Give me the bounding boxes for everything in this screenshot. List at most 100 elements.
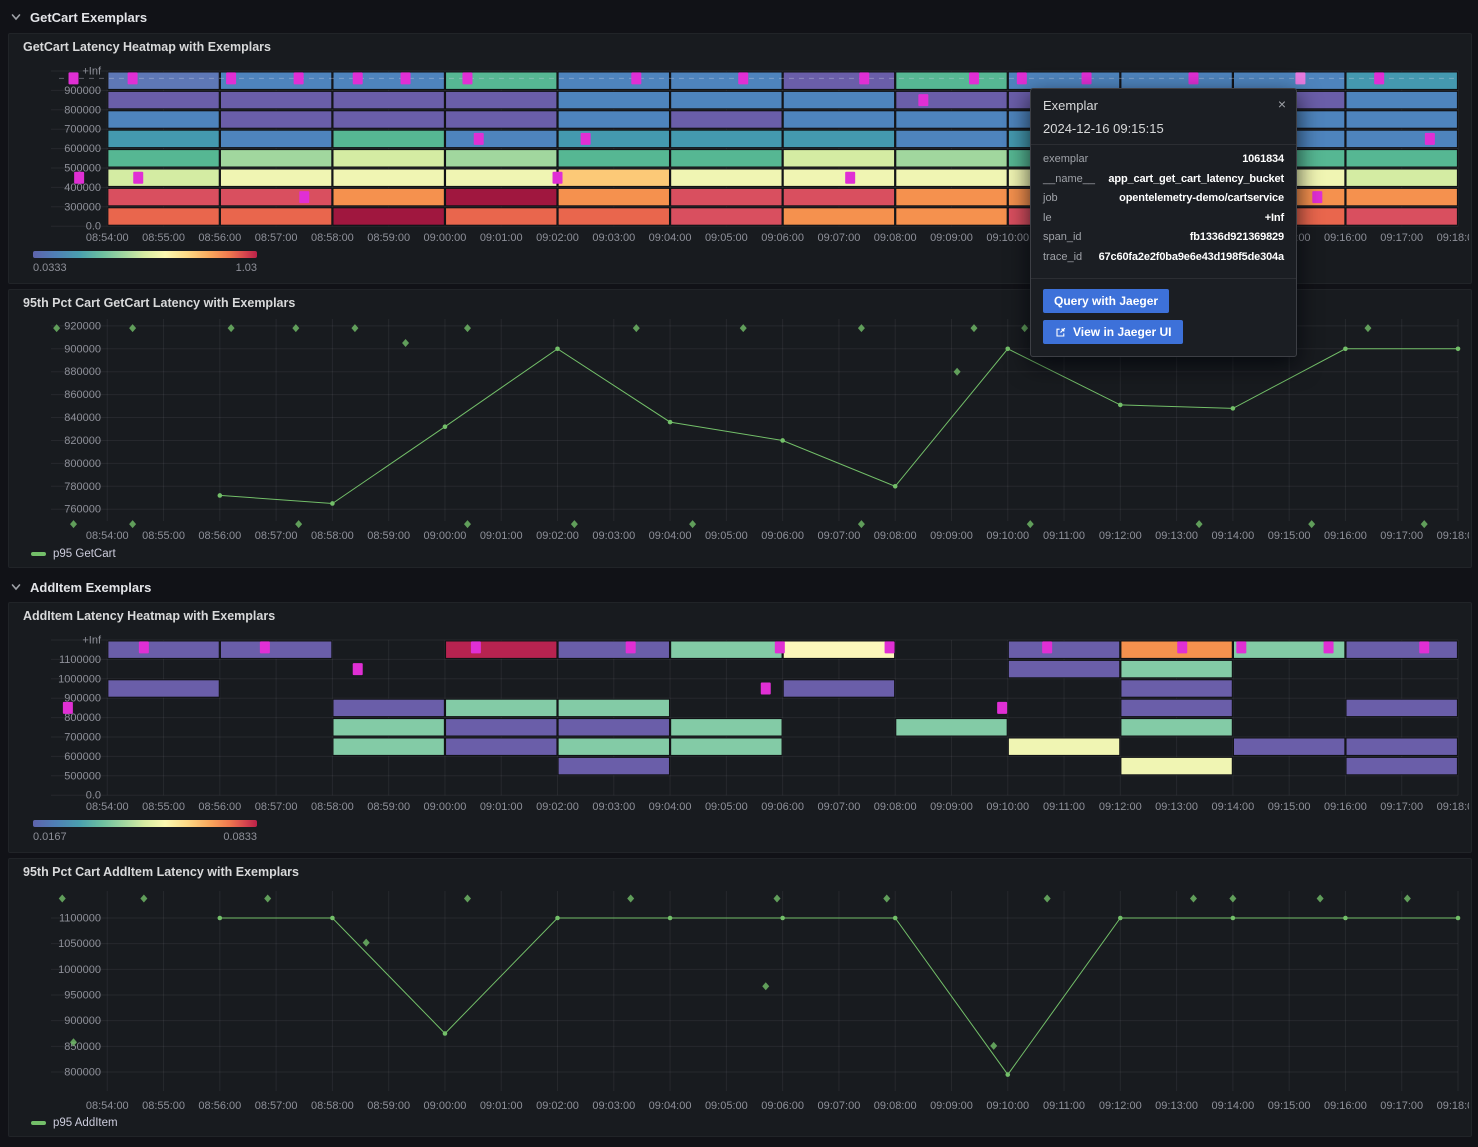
- close-icon[interactable]: ×: [1277, 96, 1286, 112]
- heatmap-cell[interactable]: [332, 737, 445, 756]
- heatmap-cell[interactable]: [557, 640, 670, 659]
- line-point[interactable]: [1005, 346, 1011, 352]
- line-point[interactable]: [780, 438, 785, 443]
- heatmap-cell[interactable]: [107, 71, 220, 90]
- heatmap-cell[interactable]: [107, 207, 220, 226]
- heatmap-cell[interactable]: [557, 698, 670, 718]
- chevron-down-icon[interactable]: [10, 581, 22, 593]
- exemplar-diamond[interactable]: [70, 520, 78, 529]
- heatmap-cell[interactable]: [1345, 207, 1458, 226]
- exemplar-diamond[interactable]: [1043, 894, 1051, 903]
- panel-title[interactable]: 95th Pct Cart AddItem Latency with Exemp…: [23, 865, 300, 879]
- line-point[interactable]: [1118, 402, 1123, 408]
- line-point[interactable]: [330, 501, 335, 506]
- additem-latency-canvas[interactable]: 800000 850000 900000 950000 1000000 1050000 11…: [9, 859, 1469, 1134]
- exemplar-diamond[interactable]: [883, 894, 891, 903]
- heatmap-cell[interactable]: [445, 110, 558, 129]
- heatmap-cell[interactable]: [107, 640, 220, 659]
- heatmap-cell[interactable]: [670, 207, 783, 226]
- exemplar-marker[interactable]: [1042, 641, 1053, 654]
- exemplar-marker[interactable]: [299, 191, 310, 204]
- exemplar-diamond[interactable]: [632, 324, 640, 333]
- heatmap-cell[interactable]: [557, 756, 670, 776]
- heatmap-cell[interactable]: [445, 737, 558, 756]
- heatmap-cell[interactable]: [1120, 718, 1233, 737]
- heatmap-cell[interactable]: [332, 149, 445, 168]
- line-point[interactable]: [667, 419, 673, 425]
- exemplar-diamond[interactable]: [53, 324, 61, 333]
- exemplar-marker[interactable]: [968, 72, 979, 85]
- heatmap-cell[interactable]: [782, 679, 896, 698]
- exemplar-diamond[interactable]: [739, 324, 747, 333]
- exemplar-diamond[interactable]: [1420, 520, 1428, 529]
- heatmap-cell[interactable]: [782, 90, 896, 110]
- line-point[interactable]: [1230, 915, 1236, 921]
- panel-title[interactable]: GetCart Latency Heatmap with Exemplars: [23, 40, 271, 54]
- heatmap-cell[interactable]: [107, 679, 220, 698]
- heatmap-cell[interactable]: [557, 71, 670, 90]
- heatmap-cell[interactable]: [445, 129, 558, 149]
- exemplar-marker[interactable]: [845, 171, 856, 184]
- exemplar-diamond[interactable]: [463, 324, 471, 333]
- heatmap-cell[interactable]: [219, 129, 333, 149]
- line-point[interactable]: [892, 915, 898, 921]
- exemplar-diamond[interactable]: [264, 894, 272, 903]
- exemplar-marker[interactable]: [293, 72, 304, 85]
- heatmap-cell[interactable]: [445, 187, 558, 207]
- heatmap-cell[interactable]: [332, 718, 445, 737]
- view-in-jaeger-button[interactable]: View in Jaeger UI: [1043, 320, 1183, 344]
- heatmap-cell[interactable]: [107, 129, 220, 149]
- line-point[interactable]: [667, 915, 673, 921]
- heatmap-cell[interactable]: [670, 187, 783, 207]
- row-title[interactable]: GetCart Exemplars: [30, 9, 148, 25]
- additem-heatmap-canvas[interactable]: +Inf 1100000 1000000 900000 800000 700000 6000…: [9, 603, 1469, 850]
- exemplar-marker[interactable]: [552, 171, 563, 184]
- line-point[interactable]: [330, 915, 335, 921]
- exemplar-marker[interactable]: [1236, 641, 1247, 654]
- exemplar-diamond[interactable]: [295, 520, 303, 529]
- exemplar-marker[interactable]: [1081, 72, 1092, 85]
- legend-label[interactable]: p95 AddItem: [53, 1117, 118, 1129]
- exemplar-marker[interactable]: [1323, 641, 1334, 654]
- heatmap-cell[interactable]: [332, 110, 445, 129]
- heatmap-cell[interactable]: [670, 129, 783, 149]
- heatmap-cell[interactable]: [557, 149, 670, 168]
- heatmap-cell[interactable]: [1120, 71, 1233, 90]
- exemplar-diamond[interactable]: [292, 324, 300, 333]
- heatmap-cell[interactable]: [557, 90, 670, 110]
- heatmap-cell[interactable]: [332, 71, 445, 90]
- exemplar-marker-selected[interactable]: [1295, 72, 1306, 85]
- exemplar-diamond[interactable]: [1026, 520, 1034, 529]
- heatmap-cell[interactable]: [1345, 90, 1458, 110]
- exemplar-diamond[interactable]: [990, 1041, 998, 1050]
- line-point[interactable]: [1455, 915, 1461, 921]
- exemplar-marker[interactable]: [859, 72, 870, 85]
- exemplar-marker[interactable]: [62, 701, 73, 714]
- heatmap-cell[interactable]: [445, 718, 558, 737]
- exemplar-marker[interactable]: [138, 641, 149, 654]
- exemplar-marker[interactable]: [738, 72, 749, 85]
- row-header-getcart[interactable]: GetCart Exemplars: [10, 6, 147, 28]
- heatmap-cell[interactable]: [782, 149, 896, 168]
- heatmap-cell[interactable]: [219, 168, 333, 187]
- line-point[interactable]: [442, 1031, 448, 1036]
- heatmap-cell[interactable]: [1007, 737, 1121, 756]
- exemplar-diamond[interactable]: [857, 324, 865, 333]
- heatmap-cell[interactable]: [1345, 756, 1458, 776]
- heatmap-cell[interactable]: [219, 71, 333, 90]
- exemplar-diamond[interactable]: [857, 520, 865, 529]
- heatmap-cell[interactable]: [1345, 187, 1458, 207]
- exemplar-marker[interactable]: [1374, 72, 1385, 85]
- exemplar-diamond[interactable]: [1189, 894, 1197, 903]
- exemplar-marker[interactable]: [352, 663, 363, 676]
- heatmap-cell[interactable]: [1345, 110, 1458, 129]
- heatmap-cell[interactable]: [1345, 168, 1458, 187]
- line-point[interactable]: [217, 915, 223, 921]
- heatmap-cell[interactable]: [1345, 71, 1458, 90]
- exemplar-marker[interactable]: [473, 132, 484, 145]
- heatmap-cell[interactable]: [782, 640, 896, 659]
- heatmap-cell[interactable]: [332, 207, 445, 226]
- heatmap-cell[interactable]: [557, 129, 670, 149]
- exemplar-marker[interactable]: [631, 72, 642, 85]
- heatmap-cell[interactable]: [1345, 640, 1458, 659]
